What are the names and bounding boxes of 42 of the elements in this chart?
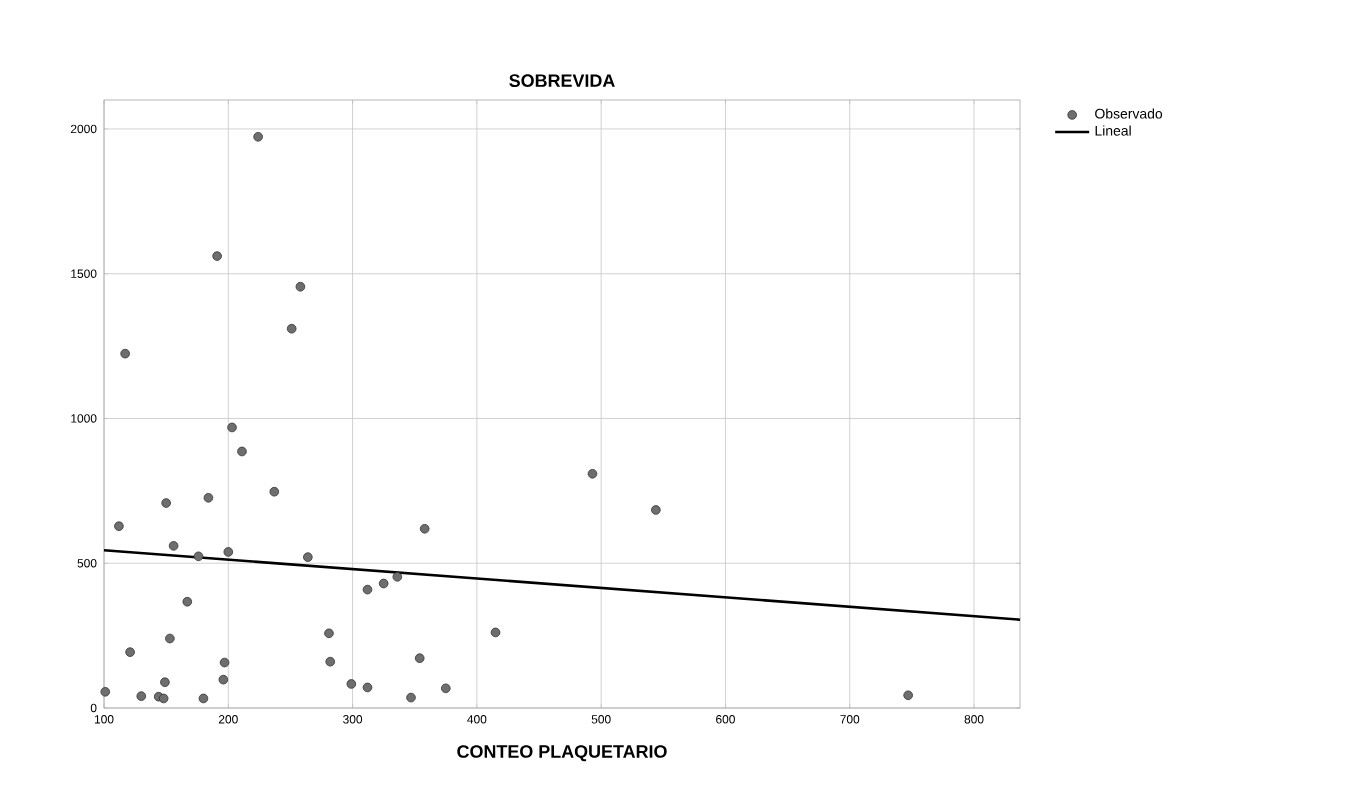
point xyxy=(414,653,425,663)
point xyxy=(193,551,204,562)
point xyxy=(324,628,334,639)
point xyxy=(136,691,147,701)
point xyxy=(490,627,501,638)
point xyxy=(125,647,135,657)
x-axis-title: CONTEO PLAQUETARIO xyxy=(457,745,667,762)
point xyxy=(165,633,175,644)
point xyxy=(100,687,111,697)
point xyxy=(269,486,280,497)
point xyxy=(198,693,209,704)
point xyxy=(406,692,416,703)
point xyxy=(362,584,373,595)
point xyxy=(212,251,222,261)
point xyxy=(203,493,214,503)
point xyxy=(295,281,306,292)
point xyxy=(237,446,247,457)
point xyxy=(651,505,661,515)
point xyxy=(219,657,230,668)
point xyxy=(161,498,171,508)
point xyxy=(441,683,451,694)
point xyxy=(253,131,263,142)
point xyxy=(362,682,373,693)
point xyxy=(223,547,234,557)
point xyxy=(227,422,237,433)
chart-title: SOBREVIDA xyxy=(509,74,615,87)
point xyxy=(325,656,335,667)
point xyxy=(346,679,357,689)
point xyxy=(218,674,229,685)
point xyxy=(419,524,430,534)
point xyxy=(114,521,124,531)
point xyxy=(392,572,403,582)
point xyxy=(158,693,169,704)
point xyxy=(168,541,179,551)
point xyxy=(182,596,193,607)
point xyxy=(903,690,913,701)
point xyxy=(587,468,598,479)
point xyxy=(160,677,170,688)
point xyxy=(286,323,297,334)
point xyxy=(303,552,313,562)
point xyxy=(378,578,389,589)
point xyxy=(120,348,130,359)
